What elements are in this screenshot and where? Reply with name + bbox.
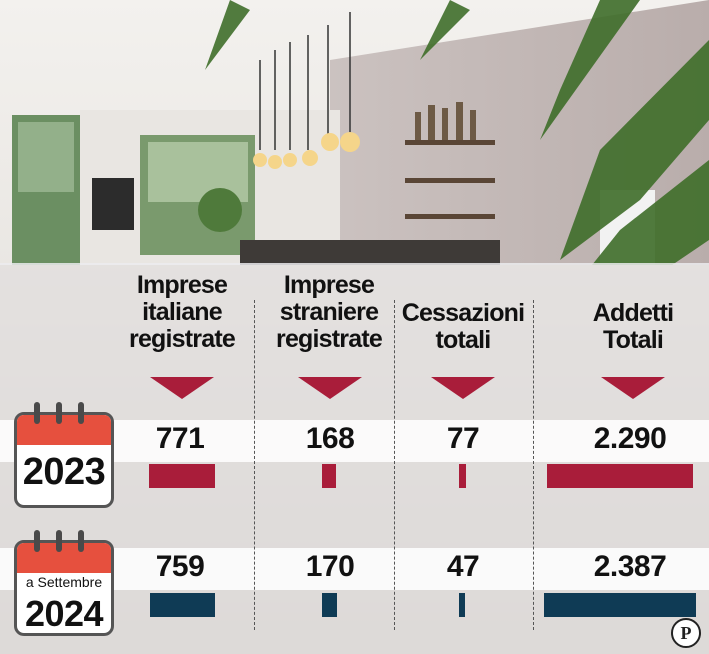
calendar-ring-icon [34, 530, 40, 552]
column-divider [254, 300, 255, 630]
down-arrow-icon [431, 377, 495, 399]
calendar-ring-icon [56, 530, 62, 552]
calendar-year-2023: 2023 [22, 451, 106, 493]
calendar-year-2024: 2024 [24, 593, 104, 634]
calendar-header [17, 415, 111, 445]
calendar-icon: 2023 [14, 412, 114, 508]
bar-2023-straniere [322, 464, 336, 488]
down-arrow-icon [150, 377, 214, 399]
column-divider [533, 300, 534, 630]
publisher-logo-icon: P [671, 618, 701, 648]
bar-2023-cessazioni [458, 464, 466, 488]
column-header-imprese-straniere: Imprese straniere registrate [264, 272, 394, 353]
bar-2023-italiane [149, 464, 215, 488]
column-header-imprese-italiane: Imprese italiane registrate [117, 272, 247, 353]
column-header-addetti: Addetti Totali [568, 300, 698, 354]
header-line: Totali [602, 326, 664, 354]
calendar-ring-icon [78, 530, 84, 552]
bar-2024-italiane [149, 593, 215, 617]
value-label-2024-straniere: 170 [305, 550, 355, 583]
value-label-2023-cessazioni: 77 [446, 422, 480, 455]
calendar-ring-icon [56, 402, 62, 424]
header-line: registrate [129, 325, 236, 353]
header-line: straniere [279, 298, 379, 326]
calendar-subtitle: a Settembre [25, 574, 103, 590]
header-line: registrate [276, 325, 383, 353]
value-label-2023-straniere: 168 [305, 422, 355, 455]
bar-2024-straniere [321, 593, 337, 617]
column-divider [394, 300, 395, 630]
bar-2024-addetti [544, 593, 696, 617]
header-line: Cessazioni [401, 299, 525, 327]
row-background-2023 [0, 420, 709, 462]
header-line: italiane [142, 298, 223, 326]
down-arrow-icon [298, 377, 362, 399]
value-label-2024-italiane: 759 [155, 550, 205, 583]
value-label-2024-addetti: 2.387 [593, 550, 667, 583]
row-background-2024 [0, 548, 709, 590]
header-line: Imprese [136, 271, 228, 299]
header-line: Imprese [283, 271, 375, 299]
header-line: totali [435, 326, 492, 354]
calendar-header [17, 543, 111, 573]
value-label-2023-addetti: 2.290 [593, 422, 667, 455]
calendar-ring-icon [78, 402, 84, 424]
bar-2023-addetti [547, 464, 693, 488]
bar-2024-cessazioni [459, 593, 465, 617]
down-arrow-icon [601, 377, 665, 399]
calendar-icon: a Settembre 2024 [14, 540, 114, 636]
value-label-2024-cessazioni: 47 [446, 550, 480, 583]
header-line: Addetti [592, 299, 674, 327]
value-label-2023-italiane: 771 [155, 422, 205, 455]
calendar-ring-icon [34, 402, 40, 424]
column-header-cessazioni: Cessazioni totali [398, 300, 528, 354]
